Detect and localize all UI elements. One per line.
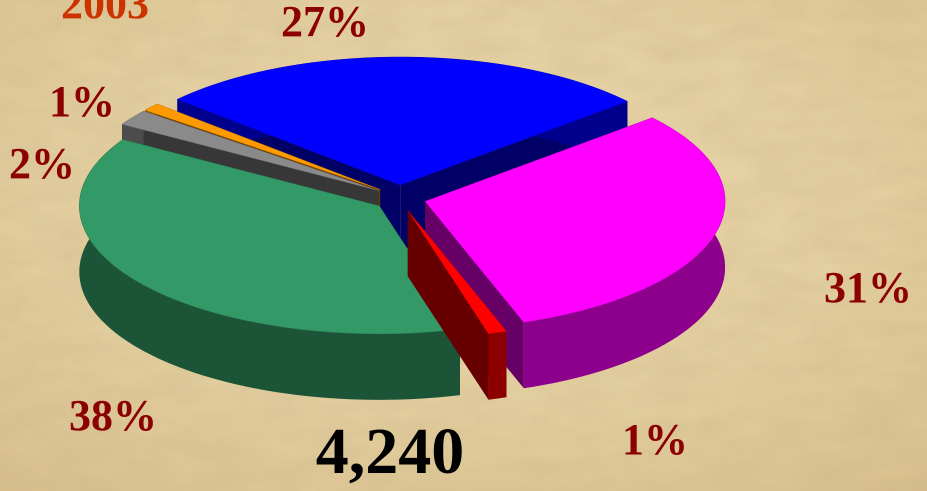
slice-wall bbox=[407, 210, 489, 400]
pie bbox=[79, 56, 726, 400]
data-label: 31% bbox=[824, 263, 912, 312]
slice-group bbox=[79, 139, 461, 400]
slice bbox=[79, 139, 461, 335]
data-label: 38% bbox=[69, 391, 157, 440]
slice bbox=[144, 103, 381, 190]
chart-title: 2003 bbox=[61, 0, 149, 28]
slice bbox=[424, 117, 726, 323]
data-label: 2% bbox=[9, 139, 75, 188]
slice bbox=[176, 56, 629, 186]
slice bbox=[121, 110, 379, 191]
total-annotation: 4,240 bbox=[316, 415, 465, 488]
data-label: 27% bbox=[281, 0, 369, 46]
slice-side bbox=[79, 139, 460, 400]
slice bbox=[407, 210, 507, 334]
slice-group bbox=[407, 210, 507, 400]
slice-side bbox=[488, 331, 507, 400]
data-label: 1% bbox=[622, 415, 688, 464]
data-label: 1% bbox=[49, 77, 115, 126]
